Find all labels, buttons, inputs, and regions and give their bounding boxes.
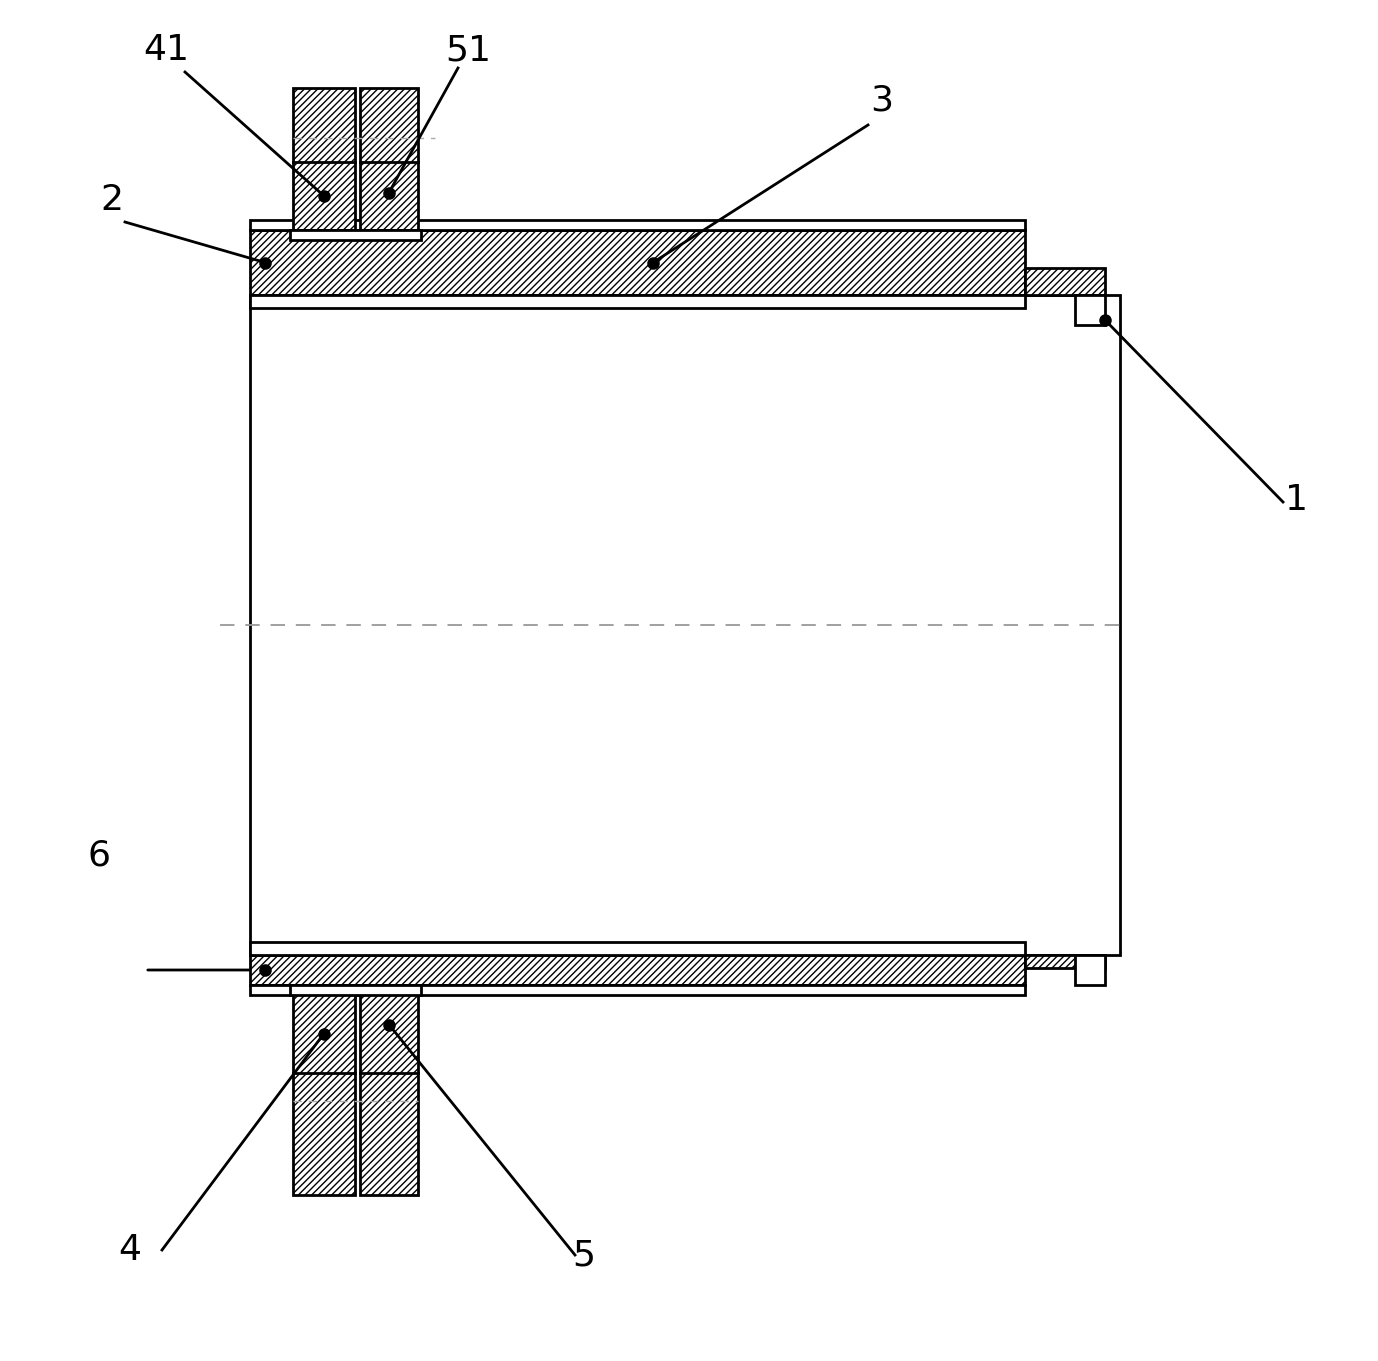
Bar [249, 230, 1025, 295]
Bar [294, 88, 356, 230]
Bar [1025, 955, 1105, 968]
Text: 6: 6 [88, 838, 112, 872]
Bar [249, 295, 1120, 955]
Bar [249, 985, 1025, 995]
Text: 51: 51 [445, 33, 491, 67]
Text: 2: 2 [101, 182, 123, 216]
Bar [249, 955, 1025, 985]
Bar [1025, 268, 1105, 295]
Bar [249, 295, 1025, 308]
Bar [249, 942, 1025, 955]
Text: 4: 4 [119, 1233, 141, 1267]
Bar [1075, 295, 1105, 325]
Text: 5: 5 [572, 1239, 595, 1273]
Bar [289, 230, 422, 240]
Bar [360, 985, 418, 1195]
Bar [360, 88, 418, 230]
Bar [249, 220, 1025, 230]
Text: 3: 3 [870, 83, 893, 117]
Text: 1: 1 [1286, 483, 1308, 517]
Bar [294, 985, 356, 1195]
Text: 41: 41 [143, 33, 189, 67]
Bar [289, 985, 422, 995]
Bar [1075, 955, 1105, 985]
